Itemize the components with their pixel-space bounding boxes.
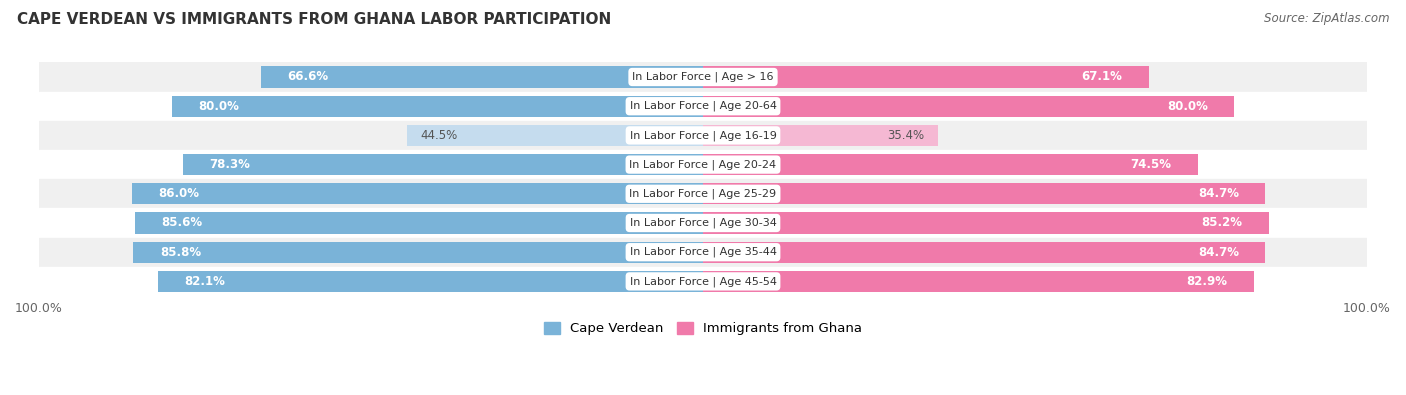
Bar xyxy=(703,242,1265,263)
Text: 85.2%: 85.2% xyxy=(1201,216,1243,229)
Text: 80.0%: 80.0% xyxy=(198,100,239,113)
Bar xyxy=(39,209,1367,237)
Bar xyxy=(39,267,1367,296)
Text: In Labor Force | Age 20-24: In Labor Force | Age 20-24 xyxy=(630,159,776,170)
Text: 67.1%: 67.1% xyxy=(1081,70,1122,83)
Bar xyxy=(703,271,1254,292)
Bar xyxy=(172,96,703,117)
Text: In Labor Force | Age 16-19: In Labor Force | Age 16-19 xyxy=(630,130,776,141)
Text: 82.1%: 82.1% xyxy=(184,275,225,288)
Bar xyxy=(703,213,1268,233)
Text: 82.9%: 82.9% xyxy=(1185,275,1227,288)
Bar xyxy=(132,183,703,204)
Text: 66.6%: 66.6% xyxy=(287,70,329,83)
Bar xyxy=(135,213,703,233)
Bar xyxy=(157,271,703,292)
Bar xyxy=(39,92,1367,121)
Bar xyxy=(703,125,938,146)
Bar xyxy=(408,125,703,146)
Text: 78.3%: 78.3% xyxy=(209,158,250,171)
Text: Source: ZipAtlas.com: Source: ZipAtlas.com xyxy=(1264,12,1389,25)
Text: In Labor Force | Age 35-44: In Labor Force | Age 35-44 xyxy=(630,247,776,258)
Text: In Labor Force | Age 45-54: In Labor Force | Age 45-54 xyxy=(630,276,776,287)
Text: 84.7%: 84.7% xyxy=(1198,187,1239,200)
Bar xyxy=(183,154,703,175)
Text: CAPE VERDEAN VS IMMIGRANTS FROM GHANA LABOR PARTICIPATION: CAPE VERDEAN VS IMMIGRANTS FROM GHANA LA… xyxy=(17,12,612,27)
Text: 85.8%: 85.8% xyxy=(160,246,201,259)
Bar xyxy=(703,183,1265,204)
Text: In Labor Force | Age 20-64: In Labor Force | Age 20-64 xyxy=(630,101,776,111)
Text: In Labor Force | Age > 16: In Labor Force | Age > 16 xyxy=(633,72,773,82)
Text: 80.0%: 80.0% xyxy=(1167,100,1208,113)
Text: 86.0%: 86.0% xyxy=(159,187,200,200)
Bar xyxy=(260,66,703,88)
Bar xyxy=(39,62,1367,92)
Text: 84.7%: 84.7% xyxy=(1198,246,1239,259)
Bar xyxy=(39,179,1367,209)
Text: 35.4%: 35.4% xyxy=(887,129,925,142)
Text: In Labor Force | Age 25-29: In Labor Force | Age 25-29 xyxy=(630,188,776,199)
Legend: Cape Verdean, Immigrants from Ghana: Cape Verdean, Immigrants from Ghana xyxy=(538,317,868,341)
Bar xyxy=(703,96,1234,117)
Text: 44.5%: 44.5% xyxy=(420,129,458,142)
Bar xyxy=(39,237,1367,267)
Text: In Labor Force | Age 30-34: In Labor Force | Age 30-34 xyxy=(630,218,776,228)
Bar xyxy=(134,242,703,263)
Bar xyxy=(703,66,1149,88)
Bar xyxy=(39,150,1367,179)
Text: 74.5%: 74.5% xyxy=(1130,158,1171,171)
Text: 85.6%: 85.6% xyxy=(162,216,202,229)
Bar xyxy=(703,154,1198,175)
Bar xyxy=(39,121,1367,150)
